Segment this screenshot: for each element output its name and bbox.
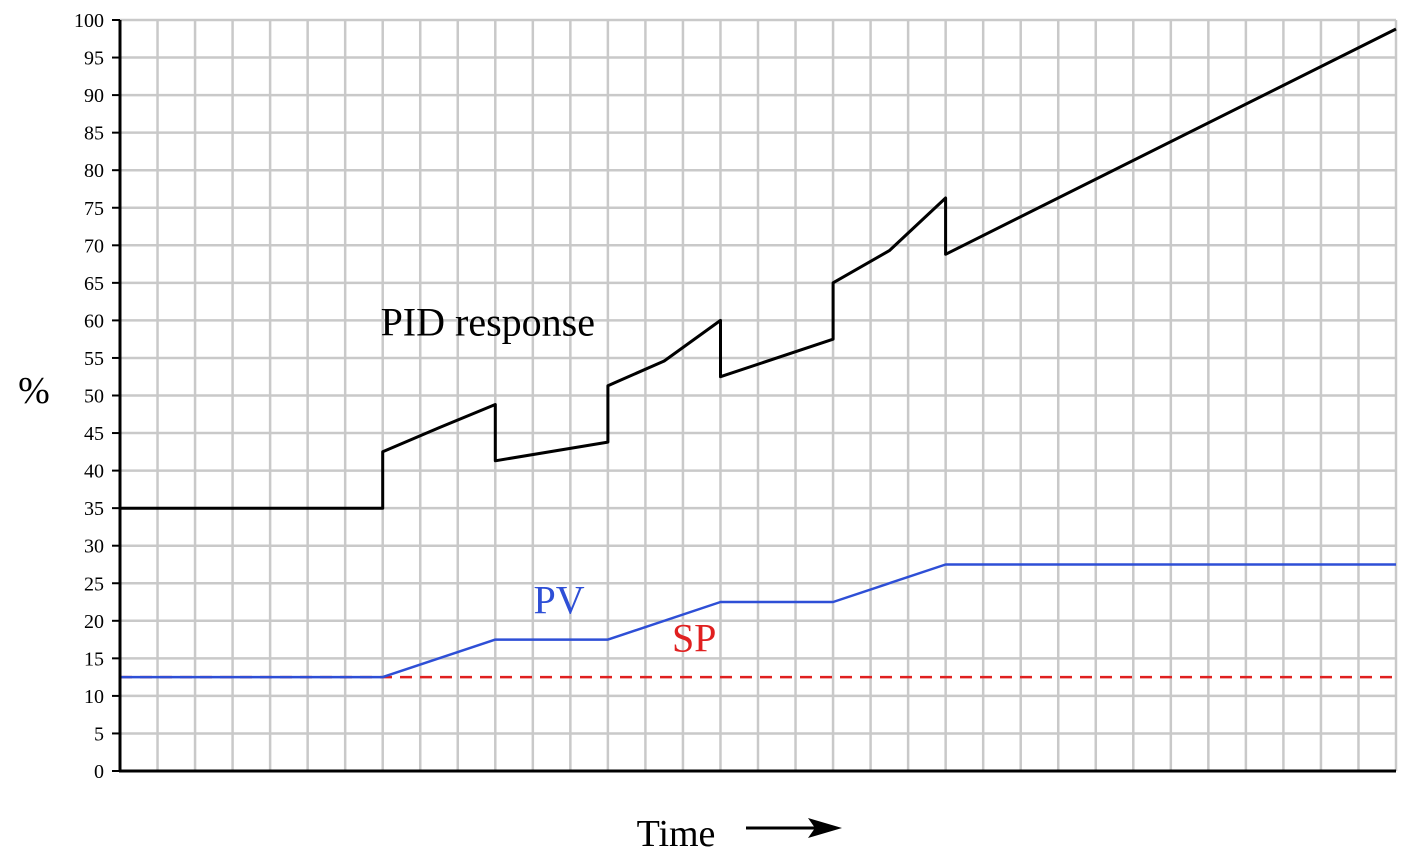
series-line-pid-response [120,27,1397,510]
y-tick-label: 55 [84,348,104,370]
y-tick-label: 20 [84,611,104,633]
y-tick-label: 60 [84,310,104,332]
series-line-pv [120,563,1396,679]
y-tick-label: 100 [74,10,104,32]
annotation-pid-response: PID response [381,299,595,344]
y-tick-label: 95 [84,48,104,70]
y-tick-label: 45 [84,423,104,445]
y-tick-label: 30 [84,536,104,558]
y-tick-labels: 0 5 10 15 20 25 30 35 40 45 50 55 60 65 70 75 80 85 90 95 10… [74,10,120,783]
grid [120,18,1398,771]
series-layer [120,27,1397,679]
annotation-sp: SP [672,616,717,661]
time-arrow-icon [746,818,842,838]
y-tick-label: 15 [84,648,104,670]
x-axis-title: Time [637,813,716,855]
y-tick-label: 40 [84,461,104,483]
y-tick-label: 25 [84,573,104,595]
y-axis-title: % [18,370,50,412]
annotations: PID response PV SP [381,299,717,660]
annotation-pv: PV [534,577,585,622]
y-tick-label: 50 [84,386,104,408]
y-tick-label: 65 [84,273,104,295]
y-tick-label: 0 [94,761,104,783]
y-tick-label: 5 [94,723,104,745]
y-tick-label: 85 [84,123,104,145]
y-tick-label: 70 [84,235,104,257]
y-tick-label: 80 [84,160,104,182]
y-tick-label: 90 [84,85,104,107]
y-tick-label: 75 [84,198,104,220]
y-tick-label: 10 [84,686,104,708]
y-tick-label: 35 [84,498,104,520]
